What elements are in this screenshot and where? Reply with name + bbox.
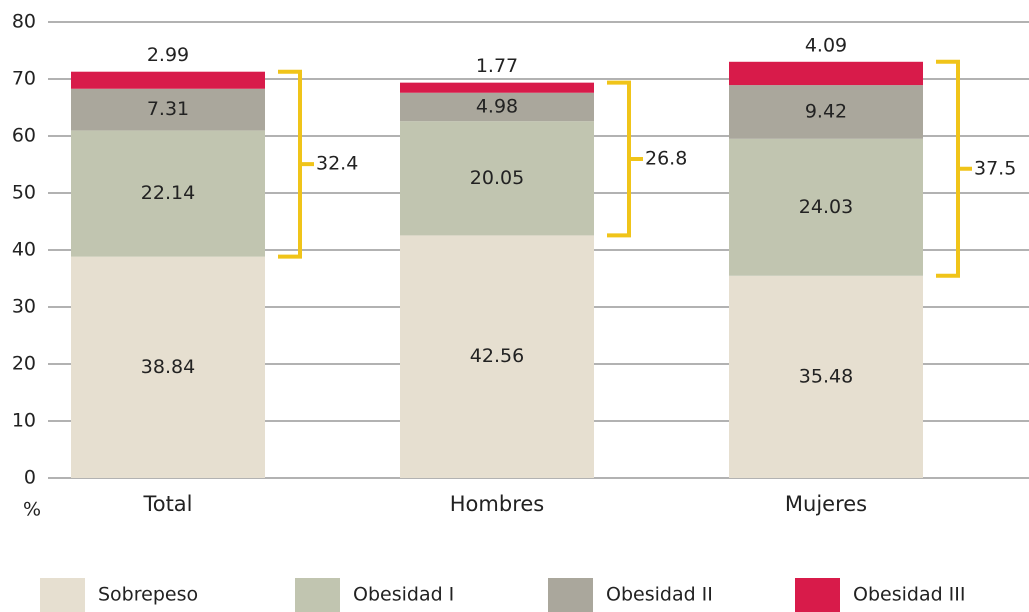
legend-swatch: [295, 578, 340, 612]
y-tick-label: 0: [24, 467, 36, 489]
y-axis-label: %: [23, 499, 41, 521]
bar-segment: [71, 71, 265, 89]
x-tick-label: Mujeres: [785, 492, 867, 516]
bar-segment: [400, 92, 594, 122]
y-tick-label: 30: [12, 296, 36, 318]
data-label: 7.31: [147, 98, 189, 120]
legend-label: Obesidad III: [853, 584, 966, 606]
legend-swatch: [795, 578, 840, 612]
bar-segment: [71, 88, 265, 131]
data-label: 20.05: [470, 167, 524, 189]
x-tick-label: Hombres: [450, 492, 544, 516]
bracket-label: 26.8: [645, 148, 687, 170]
bar-segment: [729, 85, 923, 139]
y-tick-label: 80: [12, 11, 36, 33]
bracket-label: 37.5: [974, 157, 1016, 179]
bar-segment: [400, 235, 594, 478]
y-tick-label: 60: [12, 125, 36, 147]
bar-segment: [71, 130, 265, 257]
bracket: [607, 80, 643, 238]
data-label: 22.14: [141, 182, 195, 204]
y-tick-label: 40: [12, 239, 36, 261]
bar-segment: [71, 256, 265, 478]
data-label: 38.84: [141, 356, 195, 378]
data-label: 42.56: [470, 345, 524, 367]
bar-segment: [729, 61, 923, 86]
legend-label: Obesidad I: [353, 584, 454, 606]
data-label: 35.48: [799, 365, 853, 387]
legend-label: Obesidad II: [606, 584, 713, 606]
bracket: [278, 69, 314, 259]
y-tick-label: 20: [12, 353, 36, 375]
bar-segment: [729, 138, 923, 276]
data-label: 4.98: [476, 95, 518, 117]
data-label: 4.09: [805, 34, 847, 56]
data-label: 2.99: [147, 44, 189, 66]
legend-swatch: [548, 578, 593, 612]
x-tick-label: Total: [142, 492, 192, 516]
bracket: [936, 59, 972, 278]
data-label: 9.42: [805, 100, 847, 122]
bar-segment: [729, 275, 923, 478]
bracket-label: 32.4: [316, 153, 358, 175]
data-label: 24.03: [799, 196, 853, 218]
legend-label: Sobrepeso: [98, 584, 198, 606]
bar-segment: [400, 121, 594, 236]
y-tick-label: 10: [12, 410, 36, 432]
y-tick-label: 50: [12, 182, 36, 204]
data-label: 1.77: [476, 55, 518, 77]
y-tick-label: 70: [12, 68, 36, 90]
bar-segment: [400, 82, 594, 93]
legend-swatch: [40, 578, 85, 612]
